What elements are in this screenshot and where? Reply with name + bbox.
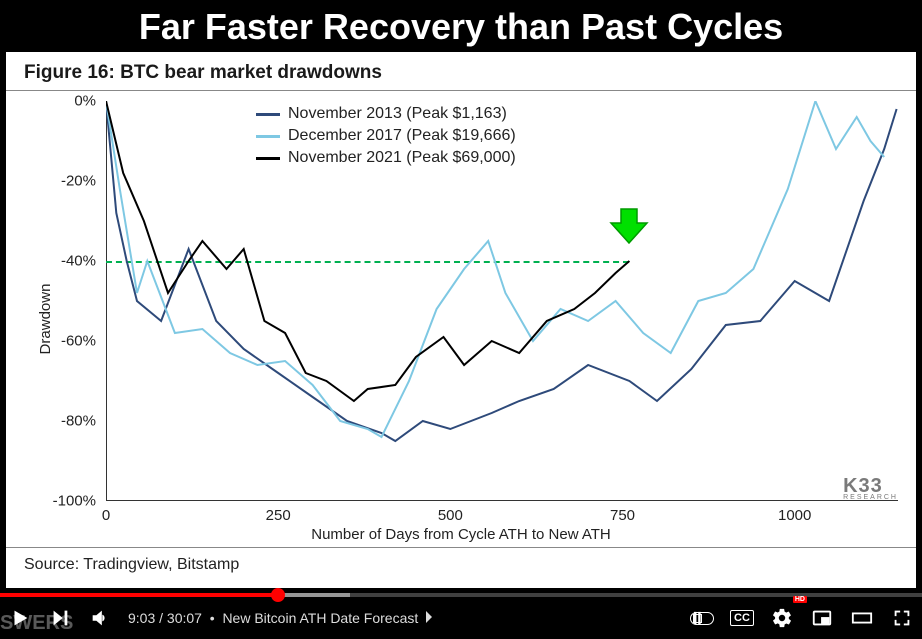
y-tick: -60% bbox=[50, 333, 96, 350]
volume-button[interactable] bbox=[80, 597, 120, 639]
source-value: Tradingview, Bitstamp bbox=[83, 556, 239, 573]
x-tick: 0 bbox=[102, 507, 110, 524]
legend-item: December 2017 (Peak $19,666) bbox=[256, 125, 516, 147]
x-tick: 250 bbox=[266, 507, 291, 524]
legend-label: November 2013 (Peak $1,163) bbox=[288, 103, 507, 125]
x-tick: 500 bbox=[438, 507, 463, 524]
x-tick: 750 bbox=[610, 507, 635, 524]
figure-number: Figure 16: bbox=[24, 62, 115, 83]
fullscreen-button[interactable] bbox=[882, 597, 922, 639]
legend-item: November 2013 (Peak $1,163) bbox=[256, 103, 516, 125]
miniplayer-button[interactable] bbox=[802, 597, 842, 639]
legend-item: November 2021 (Peak $69,000) bbox=[256, 147, 516, 169]
figure-title-text: BTC bear market drawdowns bbox=[120, 62, 382, 83]
next-button[interactable] bbox=[40, 597, 80, 639]
cc-label: CC bbox=[730, 610, 754, 626]
theater-button[interactable] bbox=[842, 597, 882, 639]
chart-container: Figure 16: BTC bear market drawdowns Dra… bbox=[6, 52, 916, 588]
video-controls: 9:03 / 30:07 • New Bitcoin ATH Date Fore… bbox=[0, 597, 922, 639]
chapter-sep2 bbox=[215, 610, 223, 626]
y-tick: -20% bbox=[50, 173, 96, 190]
figure-source: Source: Tradingview, Bitstamp bbox=[6, 547, 916, 574]
y-tick: -40% bbox=[50, 253, 96, 270]
time-total: 30:07 bbox=[167, 610, 202, 626]
legend-label: November 2021 (Peak $69,000) bbox=[288, 147, 516, 169]
legend-swatch bbox=[256, 135, 280, 138]
highlight-arrow-icon bbox=[609, 205, 649, 245]
legend-swatch bbox=[256, 157, 280, 160]
autoplay-toggle[interactable] bbox=[682, 597, 722, 639]
figure-title: Figure 16: BTC bear market drawdowns bbox=[6, 52, 916, 91]
y-tick: 0% bbox=[50, 93, 96, 110]
time-and-chapter: 9:03 / 30:07 • New Bitcoin ATH Date Fore… bbox=[128, 610, 434, 627]
x-axis-label: Number of Days from Cycle ATH to New ATH bbox=[311, 526, 611, 543]
play-button[interactable] bbox=[0, 597, 40, 639]
chart-plot-area: Drawdown Number of Days from Cycle ATH t… bbox=[6, 91, 916, 547]
time-sep: / bbox=[155, 610, 167, 626]
brand-logo: K33 RESEARCH bbox=[843, 477, 898, 501]
captions-button[interactable]: CC bbox=[722, 597, 762, 639]
y-tick: -100% bbox=[50, 493, 96, 510]
chapter-sep bbox=[202, 610, 210, 626]
chapter-chevron-icon[interactable] bbox=[424, 610, 434, 627]
hd-badge: HD bbox=[793, 596, 807, 603]
legend-swatch bbox=[256, 113, 280, 116]
time-current: 9:03 bbox=[128, 610, 155, 626]
brand-subtext: RESEARCH bbox=[843, 495, 898, 501]
source-label: Source: bbox=[24, 556, 79, 573]
chapter-title[interactable]: New Bitcoin ATH Date Forecast bbox=[222, 610, 418, 626]
y-tick: -80% bbox=[50, 413, 96, 430]
legend-label: December 2017 (Peak $19,666) bbox=[288, 125, 516, 147]
settings-button[interactable]: HD bbox=[762, 597, 802, 639]
x-tick: 1000 bbox=[778, 507, 811, 524]
legend: November 2013 (Peak $1,163)December 2017… bbox=[256, 103, 516, 169]
page-title: Far Faster Recovery than Past Cycles bbox=[0, 0, 922, 52]
